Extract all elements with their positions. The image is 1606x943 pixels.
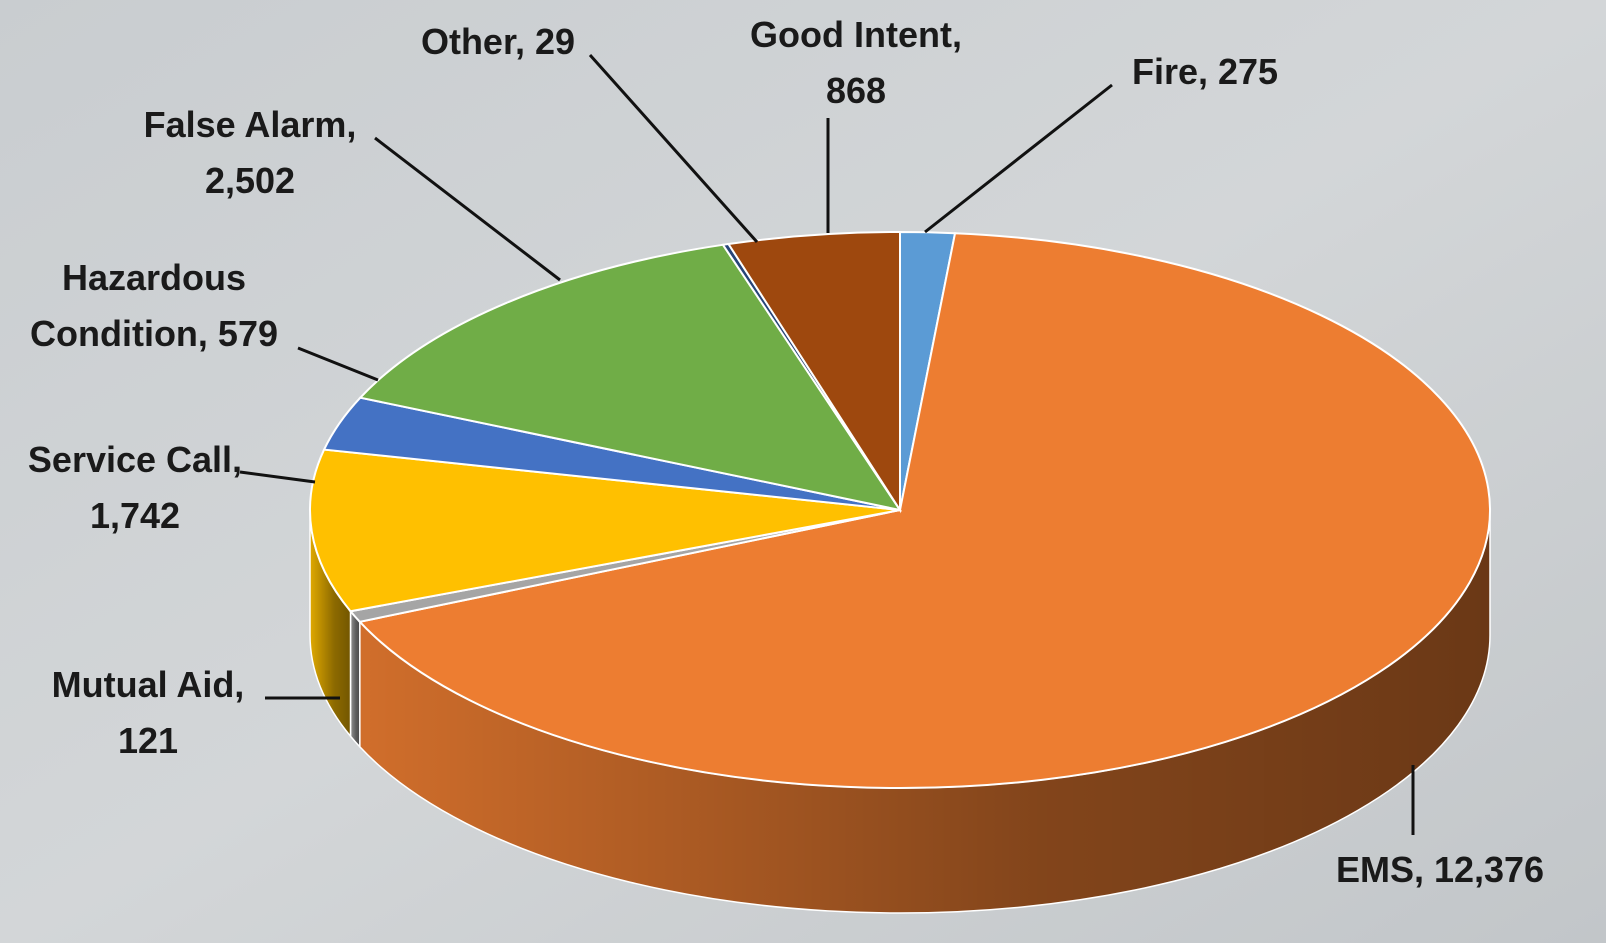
label-line: Other, 29 [421, 21, 575, 62]
data-label: Other, 29 [421, 21, 575, 62]
slice [726, 230, 901, 514]
label-line: 868 [826, 70, 886, 111]
label-line: EMS, 12,376 [1336, 849, 1544, 890]
label-line: Good Intent, [750, 14, 962, 55]
leader-line [924, 83, 1113, 234]
data-label: False Alarm, 2,502 [144, 104, 357, 201]
pie-top [309, 230, 1491, 789]
label-line: Hazardous [62, 257, 246, 298]
label-line: False Alarm, [144, 104, 357, 145]
leader-line [239, 470, 316, 484]
data-label: Hazardous Condition, 579 [30, 257, 278, 354]
data-label: EMS, 12,376 [1336, 849, 1544, 890]
label-line: Service Call, [28, 439, 242, 480]
leader-line [374, 136, 561, 282]
leader-line [588, 54, 759, 243]
slice [358, 243, 903, 512]
slice [309, 448, 901, 613]
label-line: 121 [118, 720, 178, 761]
data-label: Mutual Aid, 121 [52, 664, 245, 761]
data-label: Fire, 275 [1132, 51, 1278, 92]
slice [357, 232, 1491, 789]
slice-side-shade [349, 609, 361, 749]
data-label: Service Call, 1,742 [28, 439, 242, 536]
data-label: Good Intent, 868 [750, 14, 962, 111]
leader-line [297, 346, 379, 382]
label-line: 1,742 [90, 495, 180, 536]
label-line: Fire, 275 [1132, 51, 1278, 92]
label-line: 2,502 [205, 160, 295, 201]
label-line: Mutual Aid, [52, 664, 245, 705]
data-labels: Fire, 275 EMS, 12,376 Mutual Aid, 121 Servic… [28, 14, 1544, 890]
label-line: Condition, 579 [30, 313, 278, 354]
